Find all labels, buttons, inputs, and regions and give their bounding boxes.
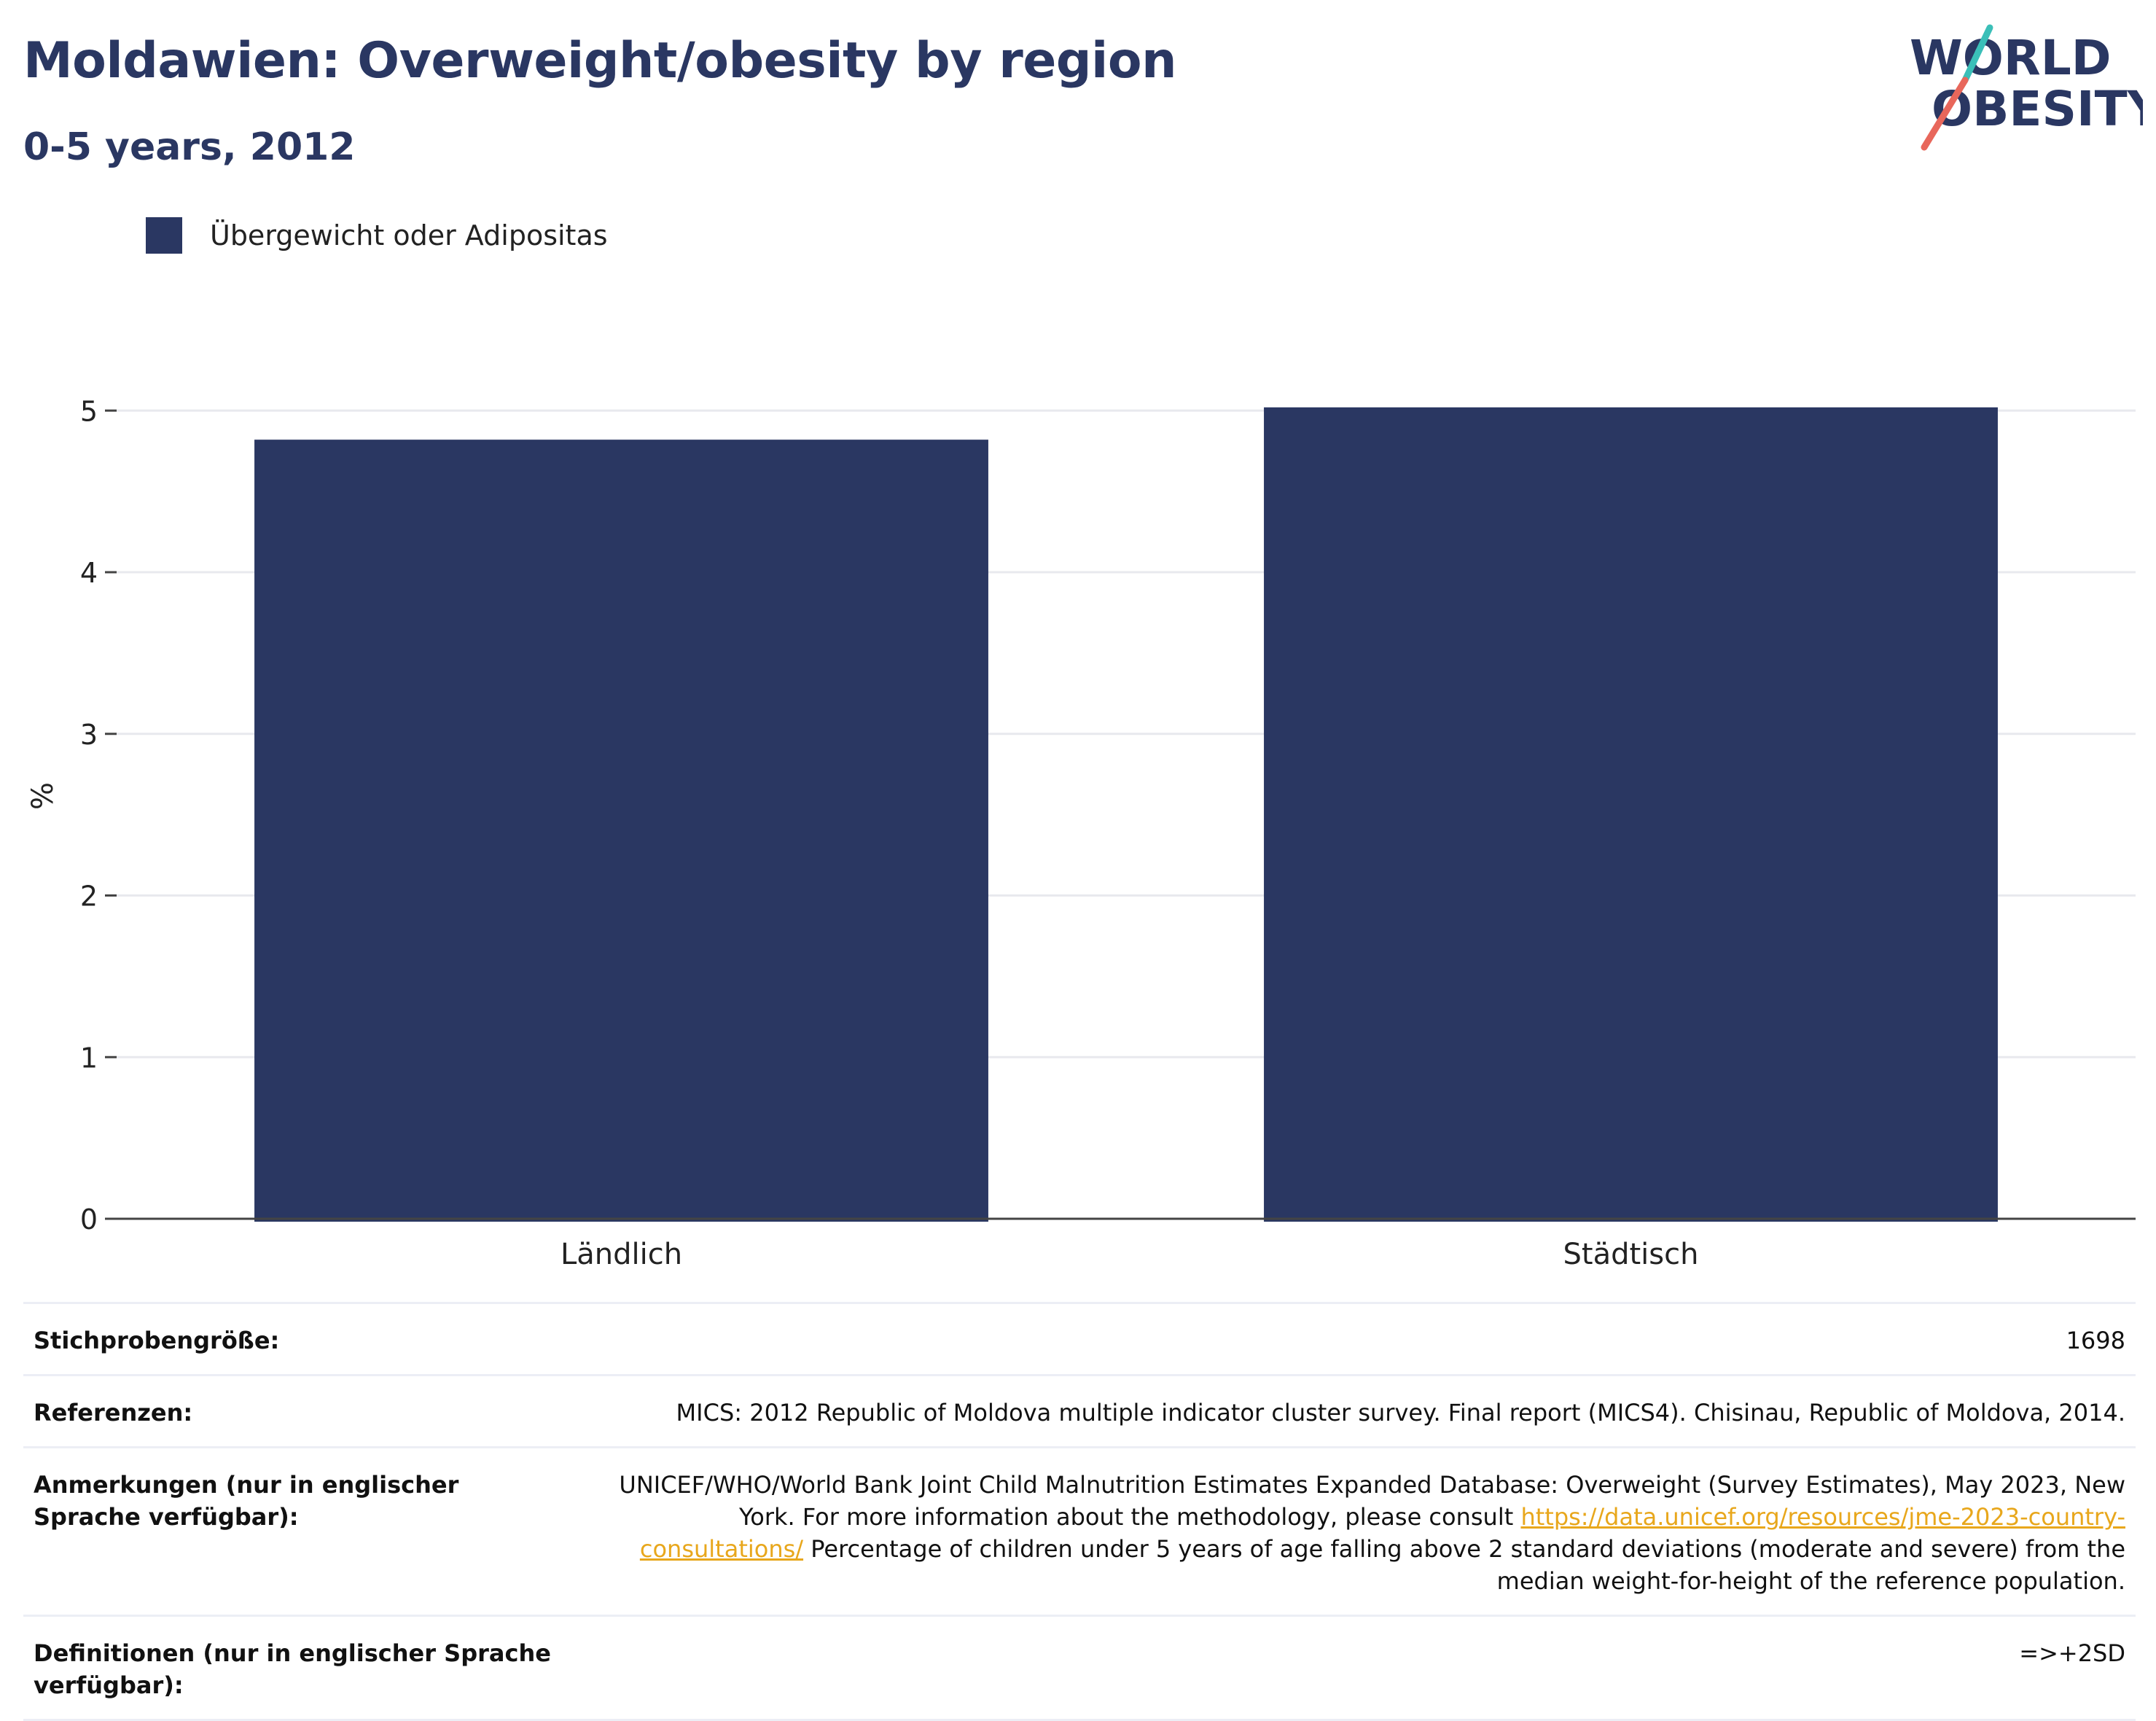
info-row-definitions: Definitionen (nur in englischer Sprache … (23, 1615, 2136, 1721)
y-axis-label: % (26, 782, 60, 810)
logo-line-obesity: OBESITY (1932, 81, 2143, 137)
y-tick-label-0: 0 (80, 1203, 98, 1236)
y-tick-label-2: 2 (80, 881, 98, 913)
chart-legend[interactable]: Übergewicht oder Adipositas (146, 217, 608, 254)
sample-size-label: Stichprobengröße: (34, 1327, 280, 1354)
references-label: Referenzen: (34, 1399, 193, 1427)
bar-chart: 0 1 2 3 4 5 Ländlich Städtisch % (26, 395, 2136, 1271)
y-tick-label-3: 3 (80, 719, 98, 751)
sample-size-value: 1698 (2066, 1327, 2125, 1354)
info-table: Stichprobengröße: 1698 Referenzen: MICS:… (23, 1302, 2136, 1721)
y-tick-label-4: 4 (80, 557, 98, 589)
x-axis-labels: Ländlich Städtisch (561, 1238, 1699, 1271)
notes-value: UNICEF/WHO/World Bank Joint Child Malnut… (580, 1469, 2125, 1597)
bars (117, 407, 2136, 1222)
y-axis-ticks: 0 1 2 3 4 5 (80, 395, 117, 1236)
world-obesity-logo: WORLD OBESITY (1910, 24, 2143, 151)
x-tick-label-1: Städtisch (1563, 1238, 1699, 1271)
logo-line-world: WORLD (1910, 30, 2112, 86)
logo-slash-teal (1961, 24, 1993, 84)
chart-title: Moldawien: Overweight/obesity by region (23, 32, 1177, 90)
notes-label: Anmerkungen (nur in englischer Sprache v… (34, 1471, 459, 1531)
legend-swatch (146, 217, 182, 254)
y-tick-label-1: 1 (80, 1042, 98, 1074)
logo-slash-red (1921, 77, 1969, 151)
notes-text-part1: UNICEF/WHO/World Bank Joint Child Malnut… (619, 1471, 2125, 1531)
bar-0[interactable] (254, 440, 988, 1222)
y-tick-label-5: 5 (80, 395, 98, 427)
references-value: MICS: 2012 Republic of Moldova multiple … (676, 1399, 2125, 1427)
info-row-notes: Anmerkungen (nur in englischer Sprache v… (23, 1446, 2136, 1615)
x-tick-label-0: Ländlich (561, 1238, 682, 1271)
info-row-sample-size: Stichprobengröße: 1698 (23, 1302, 2136, 1374)
notes-text-part2: Percentage of children under 5 years of … (803, 1535, 2125, 1595)
chart-subtitle: 0-5 years, 2012 (23, 125, 356, 169)
definitions-value: =>+2SD (2019, 1639, 2125, 1667)
legend-label: Übergewicht oder Adipositas (210, 219, 608, 251)
bar-1[interactable] (1264, 407, 1998, 1222)
notes-link[interactable]: https://data.unicef.org/resources/jme-20… (639, 1503, 2125, 1563)
definitions-label: Definitionen (nur in englischer Sprache … (34, 1639, 551, 1699)
info-row-references: Referenzen: MICS: 2012 Republic of Moldo… (23, 1374, 2136, 1446)
